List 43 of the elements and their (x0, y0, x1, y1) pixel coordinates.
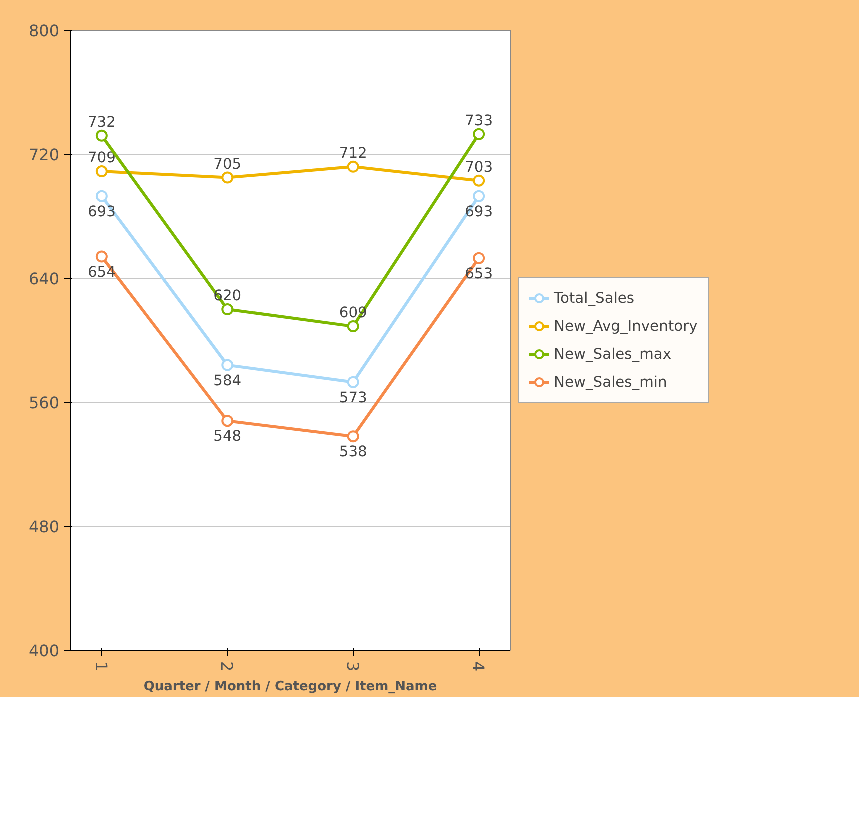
data-label: 548 (214, 428, 242, 446)
point (222, 172, 234, 184)
point (347, 430, 360, 443)
data-label: 709 (88, 150, 116, 167)
legend-label: New_Sales_min (554, 374, 668, 390)
data-label: 693 (465, 203, 494, 220)
y-tick-label: 720 (28, 146, 60, 164)
point (473, 190, 486, 202)
data-label: 573 (339, 389, 368, 406)
x-tick-label: 2 (218, 662, 237, 672)
y-tick-label: 400 (28, 642, 60, 660)
data-label: 703 (465, 158, 494, 176)
point (222, 304, 234, 316)
data-label: 584 (214, 372, 242, 390)
point (347, 320, 360, 333)
point (473, 174, 486, 187)
y-tick-label: 560 (28, 394, 60, 412)
point (347, 376, 360, 388)
point (473, 252, 486, 264)
point (222, 359, 234, 372)
data-label: 693 (88, 203, 116, 220)
point (473, 128, 486, 140)
point (96, 166, 108, 178)
point (96, 250, 108, 263)
y-tick-label: 800 (28, 22, 60, 40)
x-axis-title: Quarter / Month / Category / Item_Name (144, 680, 438, 695)
legend-label: Total_Sales (554, 290, 635, 306)
data-label: 733 (465, 112, 494, 130)
legend-label: New_Avg_Inventory (554, 318, 698, 334)
data-label: 705 (214, 156, 242, 173)
x-tick-label: 3 (343, 662, 362, 672)
data-label: 538 (339, 444, 368, 461)
data-label: 712 (339, 144, 368, 162)
point (222, 415, 234, 428)
x-tick-label: 4 (469, 662, 488, 672)
point (96, 130, 108, 142)
x-tick-label: 1 (92, 662, 111, 672)
point (96, 190, 108, 202)
y-tick-label: 480 (28, 518, 60, 536)
data-label: 732 (88, 114, 116, 131)
legend-label: New_Sales_max (554, 346, 672, 362)
y-tick-label: 640 (28, 270, 60, 288)
point (347, 160, 360, 173)
